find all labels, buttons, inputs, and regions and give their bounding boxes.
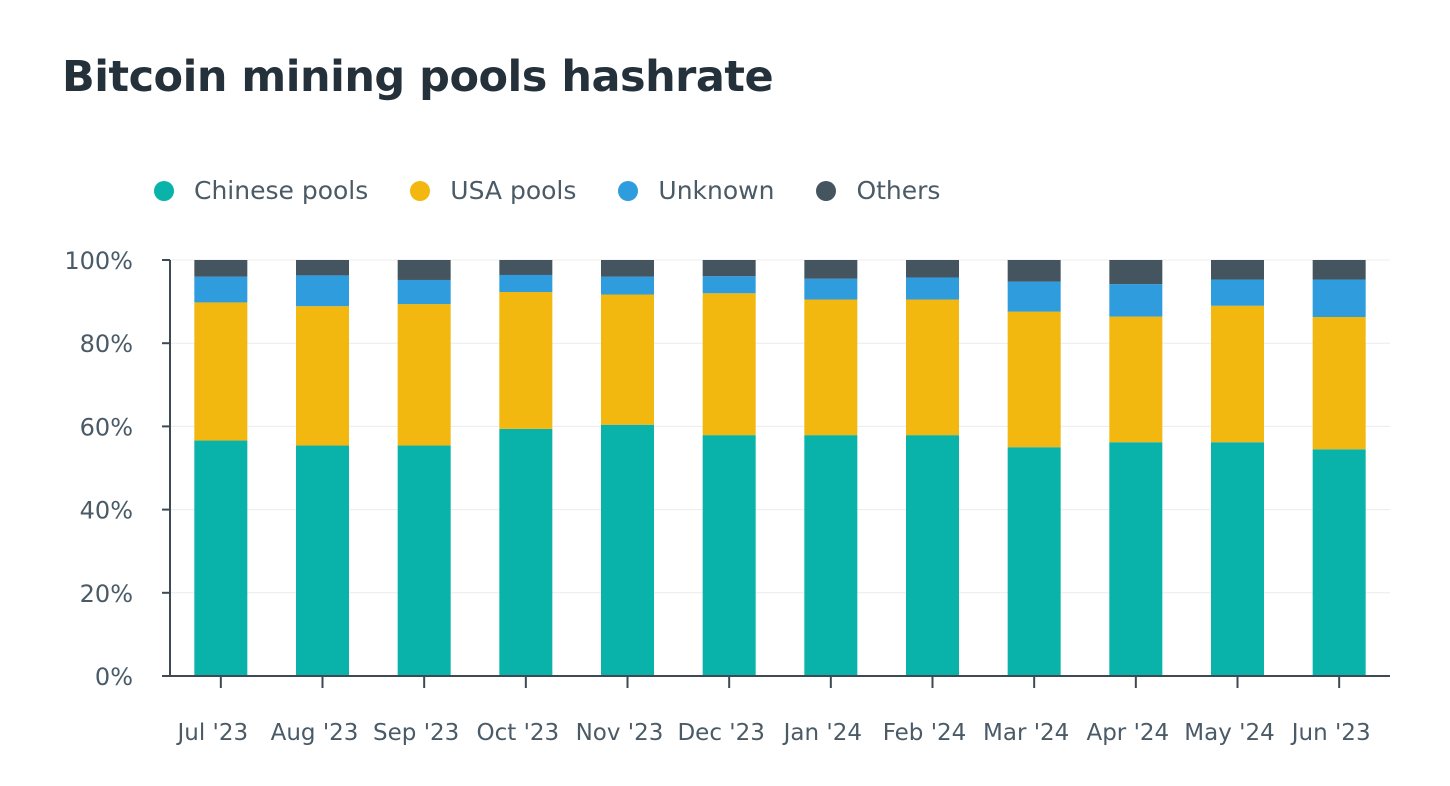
x-tick-label: Jul '23 xyxy=(176,720,249,746)
bar-stack-aug-23 xyxy=(296,260,349,676)
legend-label: Unknown xyxy=(658,176,775,205)
bar-segment-unknown xyxy=(1007,281,1061,312)
bar-segment-others xyxy=(601,260,654,277)
bar-stack-jul-23 xyxy=(194,260,248,676)
x-tick-label: Dec '23 xyxy=(677,720,764,746)
bar-stack-oct-23 xyxy=(499,260,553,676)
x-tick-label: Nov '23 xyxy=(576,720,664,746)
grid-lines xyxy=(170,259,1390,594)
x-tick-label: Aug '23 xyxy=(271,720,359,746)
bar-segment-usa-pools xyxy=(601,294,654,425)
bar-segment-unknown xyxy=(194,276,248,303)
y-tick-label: 100% xyxy=(64,247,133,275)
bar-segment-chinese-pools xyxy=(1109,442,1163,676)
bar-segment-chinese-pools xyxy=(1211,442,1264,676)
bar-segment-others xyxy=(1007,260,1061,282)
axes xyxy=(169,260,1390,677)
bar-stack-sep-23 xyxy=(397,260,451,676)
bar-segment-chinese-pools xyxy=(397,445,451,676)
chart-title: Bitcoin mining pools hashrate xyxy=(62,52,774,102)
bar-stack-may-24 xyxy=(1211,260,1264,676)
bar-stack-nov-23 xyxy=(601,260,654,676)
bar-stack-jan-24 xyxy=(804,260,858,676)
bar-segment-unknown xyxy=(906,277,959,300)
bar-segment-usa-pools xyxy=(499,292,553,429)
bar-segment-chinese-pools xyxy=(702,435,756,676)
bar-segment-usa-pools xyxy=(1312,316,1366,450)
bar-segment-others xyxy=(499,260,553,275)
y-tick-label: 60% xyxy=(80,413,133,441)
bar-segment-usa-pools xyxy=(702,293,756,436)
bar-segment-others xyxy=(296,260,349,276)
legend-dot xyxy=(410,180,431,201)
x-tick-label: Jun '23 xyxy=(1290,720,1371,746)
y-tick-label: 40% xyxy=(80,497,133,525)
bar-segment-others xyxy=(1109,260,1163,285)
y-tick-label: 80% xyxy=(80,330,133,358)
bar-segment-chinese-pools xyxy=(1312,449,1366,676)
bar-segment-usa-pools xyxy=(397,304,451,446)
bar-segment-unknown xyxy=(499,274,553,293)
bar-segment-others xyxy=(194,260,248,277)
bar-segment-chinese-pools xyxy=(804,435,858,676)
bar-segment-others xyxy=(1211,260,1264,280)
bar-segment-usa-pools xyxy=(1007,311,1061,448)
x-tick-label: Mar '24 xyxy=(983,720,1069,746)
bar-segment-others xyxy=(397,260,451,280)
bar-stack-jun-23 xyxy=(1312,260,1366,676)
bar-segment-unknown xyxy=(1109,284,1163,317)
bar-segment-others xyxy=(1312,260,1366,280)
legend-item-unknown: Unknown xyxy=(618,176,774,205)
bar-segment-unknown xyxy=(1312,279,1366,317)
bar-stack-dec-23 xyxy=(702,260,756,676)
bar-segment-chinese-pools xyxy=(906,435,959,676)
bar-stack-apr-24 xyxy=(1109,260,1163,676)
bar-segment-others xyxy=(804,260,858,279)
legend-dot xyxy=(816,180,837,201)
bar-segment-unknown xyxy=(804,278,858,300)
x-tick-label: Oct '23 xyxy=(476,720,559,746)
bar-segment-chinese-pools xyxy=(499,428,553,676)
bar-segment-chinese-pools xyxy=(1007,447,1061,676)
bar-segment-others xyxy=(702,260,756,277)
bar-segment-usa-pools xyxy=(1109,316,1163,443)
legend-dot xyxy=(154,180,174,201)
chart-legend: Chinese pools USA pools Unknown Others xyxy=(154,176,982,205)
bar-segment-others xyxy=(906,260,959,278)
x-tick-label: Sep '23 xyxy=(373,720,459,746)
x-tick-labels: Jul '23 Aug '23 Sep '23 Oct '23 Nov '23 Dec '… xyxy=(176,676,1371,746)
bar-segment-usa-pools xyxy=(804,299,858,436)
y-tick-label: 20% xyxy=(80,580,133,608)
bar-stack-feb-24 xyxy=(906,260,959,676)
x-tick-label: Feb '24 xyxy=(883,720,967,746)
legend-item-chinese-pools: Chinese pools xyxy=(154,176,368,205)
bar-segment-unknown xyxy=(1211,279,1264,306)
bar-segment-chinese-pools xyxy=(296,445,349,676)
legend-label: Chinese pools xyxy=(194,176,369,205)
bar-segment-usa-pools xyxy=(194,302,248,441)
bar-segment-unknown xyxy=(601,276,654,295)
legend-label: Others xyxy=(856,176,941,205)
bar-segment-chinese-pools xyxy=(194,440,248,676)
y-tick-labels: 0% 20% 40% 60% 80% 100% xyxy=(64,247,170,691)
bar-segment-usa-pools xyxy=(1211,305,1264,443)
bar-segment-unknown xyxy=(397,279,451,305)
bars xyxy=(194,260,1366,676)
bar-stack-mar-24 xyxy=(1007,260,1061,676)
x-tick-label: Jan '24 xyxy=(782,720,862,746)
x-tick-label: May '24 xyxy=(1184,720,1274,746)
legend-dot xyxy=(618,180,639,201)
bar-segment-usa-pools xyxy=(906,299,959,436)
bar-segment-usa-pools xyxy=(296,306,349,446)
legend-item-others: Others xyxy=(816,176,940,205)
y-tick-label: 0% xyxy=(95,663,133,691)
bar-segment-unknown xyxy=(702,276,756,294)
legend-item-usa-pools: USA pools xyxy=(410,176,576,205)
legend-label: USA pools xyxy=(450,176,577,205)
bar-segment-unknown xyxy=(296,275,349,307)
x-tick-label: Apr '24 xyxy=(1086,720,1169,746)
bar-segment-chinese-pools xyxy=(601,424,654,676)
